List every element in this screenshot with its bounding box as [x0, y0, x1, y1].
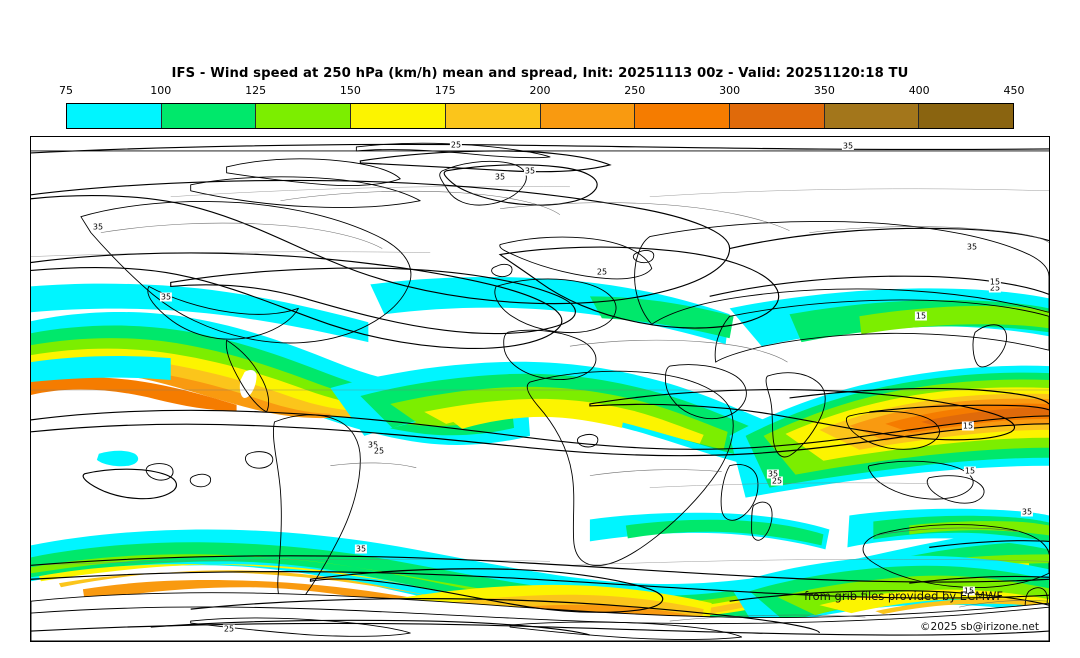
colorbar-band-7: [729, 104, 825, 128]
contour-label: 25: [770, 476, 784, 486]
colorbar-band-9: [919, 104, 1014, 128]
contour-label: 35: [841, 141, 855, 151]
colorbar-band-0: [67, 104, 162, 128]
patch-white-gap: [239, 369, 257, 398]
colorbar-tick-400: 400: [908, 84, 930, 97]
colorbar-band-3: [351, 104, 446, 128]
colorbar-tick-125: 125: [245, 84, 267, 97]
contour-label: 25: [988, 283, 1002, 293]
patch-green-eq1: [625, 519, 824, 546]
contour-label: 25: [372, 446, 386, 456]
colorbar-tick-labels: 75 100 125 150 175 200 250 300 350 400 450: [59, 84, 1025, 100]
map-canvas: [31, 137, 1049, 641]
contour-label: 35: [159, 292, 173, 302]
contour-label: 25: [449, 140, 463, 150]
colorbar-tick-100: 100: [150, 84, 172, 97]
contour-label: 35: [766, 469, 780, 479]
data-credit: from grib files provided by ECMWF: [804, 589, 1003, 603]
colorbar-bands: [66, 103, 1014, 129]
colorbar-band-4: [445, 104, 541, 128]
colorbar-band-2: [256, 104, 352, 128]
spread-contours: [31, 143, 1049, 636]
contour-label: 25: [222, 624, 236, 634]
contour-label: 35: [354, 544, 368, 554]
colorbar-band-5: [540, 104, 636, 128]
colorbar-tick-250: 250: [624, 84, 646, 97]
colorbar-band-6: [635, 104, 730, 128]
colorbar-band-8: [824, 104, 920, 128]
contour-label: 15: [961, 421, 975, 431]
contour-label: 35: [1020, 507, 1034, 517]
contour-label: 35: [91, 222, 105, 232]
jet-southern-pacific: [729, 555, 1049, 632]
jet-europe: [330, 361, 774, 470]
patch-cyan-na: [96, 450, 139, 467]
colorbar-tick-450: 450: [1003, 84, 1025, 97]
colorbar-tick-175: 175: [434, 84, 456, 97]
copyright-notice: ©2025 sb@irizone.net: [920, 621, 1039, 633]
colorbar-band-1: [161, 104, 257, 128]
contour-label: 35: [366, 440, 380, 450]
contour-label: 15: [963, 466, 977, 476]
contour-label: 25: [595, 267, 609, 277]
contour-label: 35: [965, 242, 979, 252]
coast-detail: [100, 190, 1049, 622]
colorbar-tick-150: 150: [339, 84, 361, 97]
colorbar-tick-75: 75: [59, 84, 73, 97]
contour-label: 35: [493, 172, 507, 182]
map-panel[interactable]: 25 35 35 35 35 35 25 35 15 25 15 35 25 35 25 15 15 35 25 15…: [30, 136, 1050, 642]
colorbar: 75 100 125 150 175 200 250 300 350 400 450: [59, 84, 1025, 130]
contour-label: 15: [962, 586, 976, 596]
colorbar-tick-200: 200: [529, 84, 551, 97]
colorbar-tick-300: 300: [719, 84, 741, 97]
contour-label: 15: [988, 277, 1002, 287]
contour-label: 35: [523, 166, 537, 176]
page-title: IFS - Wind speed at 250 hPa (km/h) mean …: [171, 66, 909, 81]
colorbar-tick-350: 350: [813, 84, 835, 97]
contour-label: 15: [914, 311, 928, 321]
